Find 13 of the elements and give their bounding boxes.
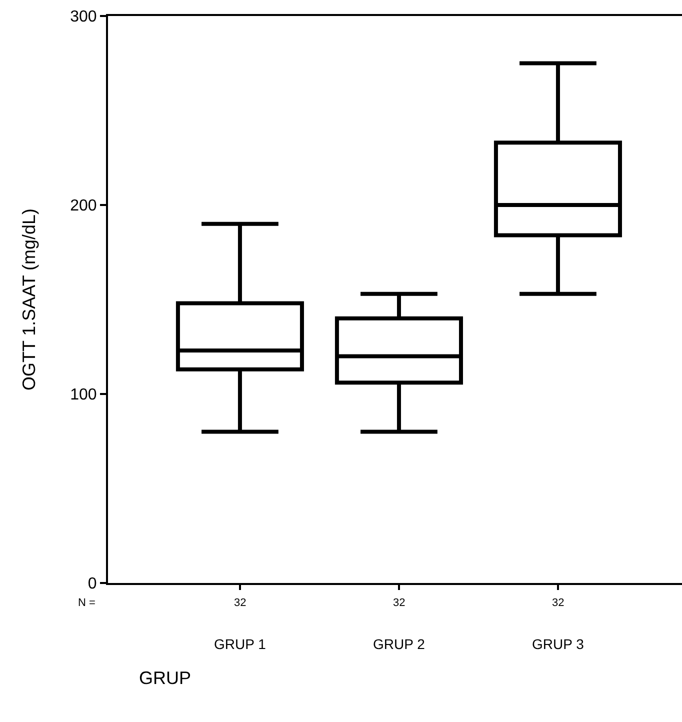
annotation: 32 <box>234 597 246 609</box>
annotation: 32 <box>393 597 406 609</box>
y-tick-label: 0 <box>88 576 97 593</box>
x-tick-label: GRUP 1 <box>214 636 266 652</box>
annotation: 32 <box>552 597 564 609</box>
text: N = <box>78 597 96 609</box>
x-tick-label: GRUP 2 <box>373 636 426 652</box>
y-axis-title: OGTT 1.SAAT (mg/dL) <box>18 208 39 391</box>
y-tick-label: 100 <box>70 386 97 404</box>
y-tick-label: 200 <box>70 198 97 215</box>
y-tick-label: 300 <box>70 8 97 26</box>
x-axis-title: GRUP <box>139 668 192 688</box>
x-tick-label: GRUP 3 <box>532 636 584 652</box>
